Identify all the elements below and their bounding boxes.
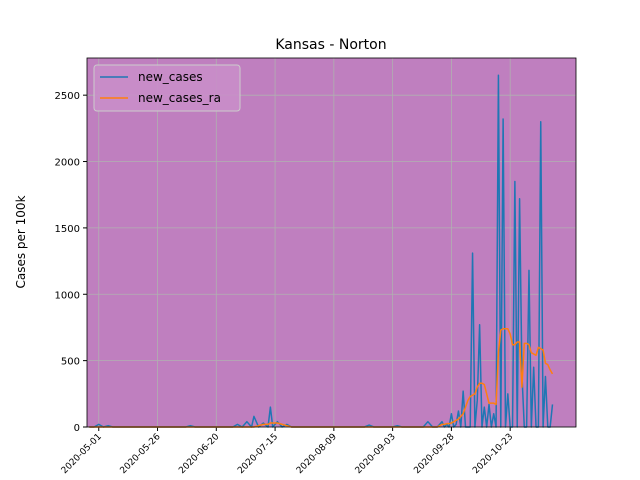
- x-tick-label: 2020-07-15: [236, 432, 280, 476]
- x-tick-label: 2020-05-01: [60, 432, 104, 476]
- x-tick-label: 2020-05-26: [119, 432, 163, 476]
- x-tick-label: 2020-08-09: [295, 432, 339, 476]
- x-tick-label: 2020-09-28: [412, 432, 456, 476]
- x-tick-label: 2020-09-03: [354, 432, 398, 476]
- y-tick-label: 1000: [55, 290, 80, 301]
- y-tick-label: 500: [61, 357, 80, 368]
- legend-label: new_cases_ra: [138, 91, 221, 105]
- legend-label: new_cases: [138, 70, 203, 84]
- y-tick-label: 1500: [55, 224, 80, 235]
- chart-title: Kansas - Norton: [275, 37, 386, 53]
- data-line: [89, 74, 554, 428]
- y-tick-label: 2500: [55, 91, 80, 102]
- legend-box: [93, 64, 241, 112]
- x-tick-label: 2020-06-20: [177, 432, 221, 476]
- x-tick-label: 2020-10-23: [471, 432, 515, 476]
- y-tick-label: 0: [74, 423, 80, 434]
- y-tick-label: 2000: [55, 158, 80, 169]
- plot-background: [87, 58, 576, 427]
- y-axis-label: Cases per 100k: [14, 195, 28, 288]
- plot-frame: [86, 57, 577, 428]
